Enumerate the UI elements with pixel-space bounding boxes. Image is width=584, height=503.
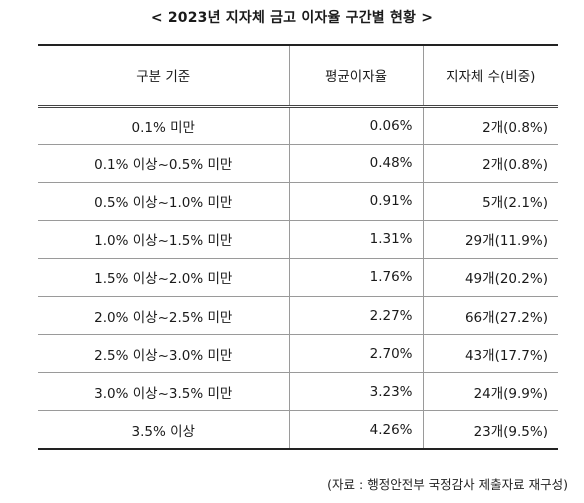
count-cell: 2개(0.8%) xyxy=(422,106,558,145)
count-cell: 2개(0.8%) xyxy=(422,144,558,183)
count-cell: 29개(11.9%) xyxy=(422,220,558,259)
range-cell: 1.5% 이상~2.0% 미만 xyxy=(38,258,289,297)
avg-rate-cell: 2.27% xyxy=(288,296,423,336)
interest-rate-table: 구분 기준 평균이자율 지자체 수(비중) 0.1% 미만 0.06% 2개(0… xyxy=(38,44,558,450)
table-row: 0.1% 이상~0.5% 미만 0.48% 2개(0.8%) xyxy=(38,144,558,183)
table-row: 2.0% 이상~2.5% 미만 2.27% 66개(27.2%) xyxy=(38,296,558,336)
range-cell: 2.0% 이상~2.5% 미만 xyxy=(38,296,289,336)
range-cell: 0.1% 미만 xyxy=(38,106,289,145)
header-avg-rate: 평균이자율 xyxy=(288,44,423,108)
table-row: 3.5% 이상 4.26% 23개(9.5%) xyxy=(38,410,558,450)
header-row: 구분 기준 평균이자율 지자체 수(비중) xyxy=(38,44,558,108)
range-cell: 0.1% 이상~0.5% 미만 xyxy=(38,144,289,183)
count-cell: 49개(20.2%) xyxy=(422,258,558,297)
table-row: 1.0% 이상~1.5% 미만 1.31% 29개(11.9%) xyxy=(38,220,558,259)
avg-rate-cell: 0.06% xyxy=(288,106,423,145)
table-row: 0.1% 미만 0.06% 2개(0.8%) xyxy=(38,106,558,145)
count-cell: 24개(9.9%) xyxy=(422,372,558,412)
table-title: < 2023년 지자체 금고 이자율 구간별 현황 > xyxy=(150,10,434,26)
count-cell: 66개(27.2%) xyxy=(422,296,558,336)
avg-rate-cell: 0.91% xyxy=(288,182,423,221)
count-cell: 43개(17.7%) xyxy=(422,334,558,374)
range-cell: 0.5% 이상~1.0% 미만 xyxy=(38,182,289,221)
avg-rate-cell: 0.48% xyxy=(288,144,423,183)
avg-rate-cell: 2.70% xyxy=(288,334,423,374)
range-cell: 3.5% 이상 xyxy=(38,410,289,450)
count-cell: 23개(9.5%) xyxy=(422,410,558,450)
range-cell: 2.5% 이상~3.0% 미만 xyxy=(38,334,289,374)
table-row: 3.0% 이상~3.5% 미만 3.23% 24개(9.9%) xyxy=(38,372,558,412)
table-row: 1.5% 이상~2.0% 미만 1.76% 49개(20.2%) xyxy=(38,258,558,297)
avg-rate-cell: 1.31% xyxy=(288,220,423,259)
source-note: (자료 : 행정안전부 국정감사 제출자료 재구성) xyxy=(327,477,568,492)
header-range: 구분 기준 xyxy=(38,44,289,108)
avg-rate-cell: 3.23% xyxy=(288,372,423,412)
table-row: 2.5% 이상~3.0% 미만 2.70% 43개(17.7%) xyxy=(38,334,558,374)
count-cell: 5개(2.1%) xyxy=(422,182,558,221)
avg-rate-cell: 1.76% xyxy=(288,258,423,297)
table-row: 0.5% 이상~1.0% 미만 0.91% 5개(2.1%) xyxy=(38,182,558,221)
avg-rate-cell: 4.26% xyxy=(288,410,423,450)
range-cell: 3.0% 이상~3.5% 미만 xyxy=(38,372,289,412)
header-count: 지자체 수(비중) xyxy=(422,44,558,108)
range-cell: 1.0% 이상~1.5% 미만 xyxy=(38,220,289,259)
